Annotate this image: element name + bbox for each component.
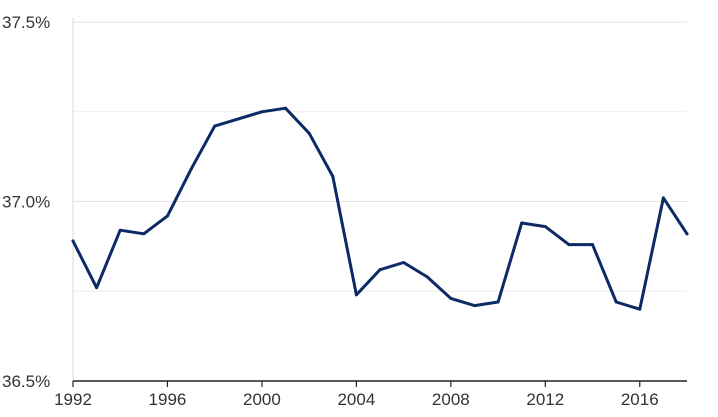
- data-point: [189, 167, 193, 171]
- series-group: [71, 106, 689, 311]
- data-point: [496, 300, 500, 304]
- data-point: [165, 214, 169, 218]
- x-tick-label: 2016: [621, 390, 659, 409]
- x-tick-label: 2008: [432, 390, 470, 409]
- data-point: [591, 243, 595, 247]
- data-point: [638, 307, 642, 311]
- x-tick-label: 1996: [149, 390, 187, 409]
- x-tick-label: 1992: [54, 390, 92, 409]
- data-point: [661, 196, 665, 200]
- data-point: [331, 174, 335, 178]
- gridlines: [73, 21, 687, 292]
- x-axis-ticks: [72, 381, 641, 387]
- data-point: [213, 124, 217, 128]
- x-tick-label: 2000: [243, 390, 281, 409]
- data-point: [614, 300, 618, 304]
- data-point: [95, 286, 99, 290]
- data-point: [236, 117, 240, 121]
- data-point: [307, 131, 311, 135]
- data-point: [425, 275, 429, 279]
- data-point: [685, 232, 689, 236]
- data-point: [142, 232, 146, 236]
- data-point: [71, 239, 75, 243]
- data-point: [260, 110, 264, 114]
- data-point: [543, 225, 547, 229]
- data-point: [402, 261, 406, 265]
- data-point: [472, 304, 476, 308]
- axes: [72, 18, 687, 382]
- data-point: [567, 243, 571, 247]
- data-point: [118, 228, 122, 232]
- x-axis-tick-labels: 1992 1996 2000 2004 2008 2012 2016: [54, 390, 659, 409]
- y-tick-label: 37.5%: [2, 13, 50, 32]
- data-point: [354, 293, 358, 297]
- x-tick-label: 2012: [526, 390, 564, 409]
- y-tick-label: 37.0%: [2, 193, 50, 212]
- data-point: [449, 296, 453, 300]
- data-point: [284, 106, 288, 110]
- y-axis-tick-labels: 36.5% 37.0% 37.5%: [2, 13, 50, 391]
- y-tick-label: 36.5%: [2, 372, 50, 391]
- data-point: [378, 268, 382, 272]
- series-line: [71, 106, 689, 311]
- data-point: [520, 221, 524, 225]
- x-tick-label: 2004: [337, 390, 375, 409]
